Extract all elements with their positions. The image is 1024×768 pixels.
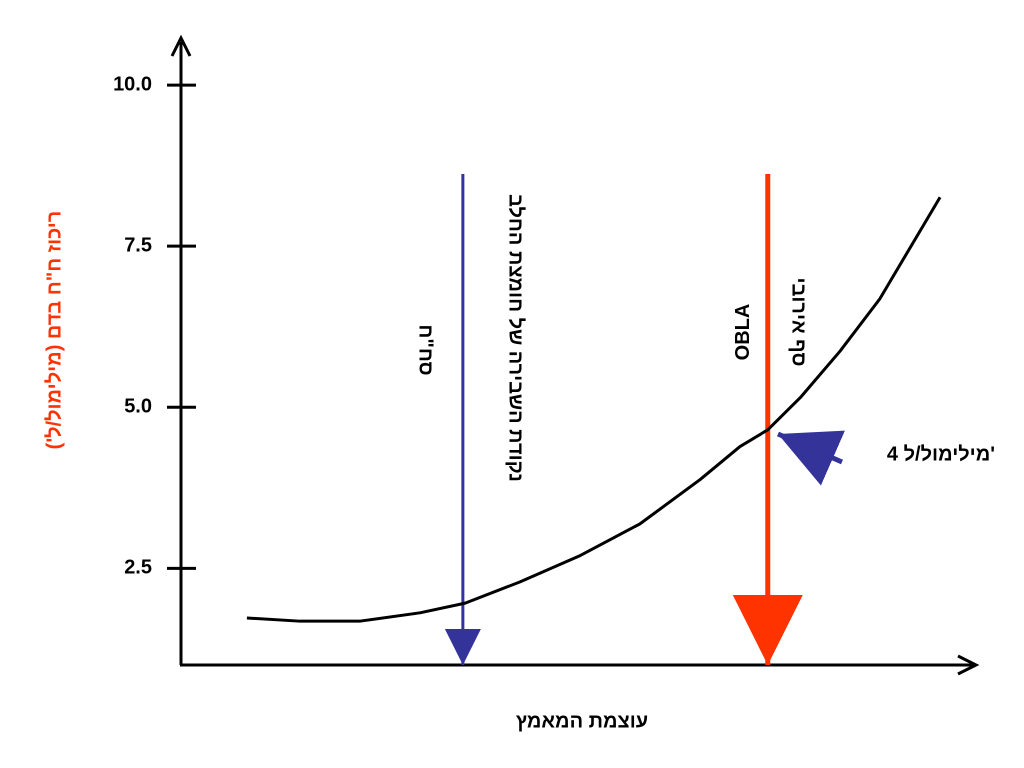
curve (246, 196, 942, 623)
annotation-arrow (776, 430, 845, 486)
y-axis-label: ריכוז ח"ח בדם (מילימול/ל') (43, 211, 65, 450)
y-axis-arrow (170, 34, 192, 57)
y-tick-label: 10.0 (113, 73, 152, 95)
marker-label: OBLA (732, 304, 754, 361)
x-axis-label: עוצמת המאמץ (516, 710, 648, 732)
marker-label: נקודת השבירה של חומצת החלב (505, 194, 527, 482)
y-tick-label: 2.5 (124, 557, 152, 579)
x-axis-arrow (957, 654, 980, 676)
annotation: 4 מילימול/ל' (887, 443, 995, 465)
marker-label: סף אירובי (787, 278, 809, 367)
marker-label: סח"ח (415, 324, 437, 375)
y-tick-label: 7.5 (124, 234, 152, 256)
y-tick-label: 5.0 (124, 396, 152, 418)
